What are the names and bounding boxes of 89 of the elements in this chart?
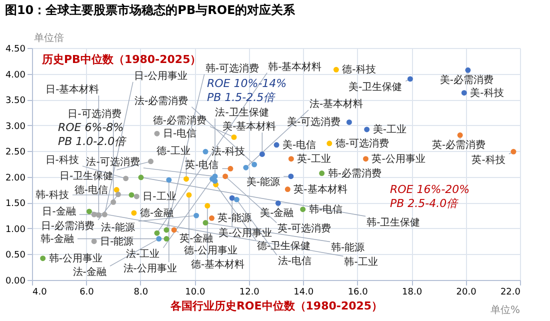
annotation: 英-公用事业 — [372, 152, 426, 165]
y-tick-label: 4.50 — [5, 44, 26, 54]
annotation: 韩-金融 — [40, 232, 74, 245]
y-tick-label: 2.50 — [5, 148, 26, 158]
annotation: ROE 10%-14% — [207, 77, 287, 90]
x-tick-label: 4.0 — [32, 288, 48, 298]
annotation: 美-基本材料 — [222, 120, 276, 132]
annotation: 韩-能源 — [331, 242, 365, 254]
annotation: 法-能源 — [101, 221, 135, 234]
annotation: 法-金融 — [72, 266, 106, 278]
annotation: 德-电信 — [74, 184, 108, 196]
y-tick-label: 3.50 — [5, 96, 26, 106]
annotation: 美-工业 — [372, 123, 406, 136]
annotation: 德-工业 — [156, 145, 190, 158]
y-tick-label: 0.00 — [5, 276, 26, 286]
annotation: 美-必需消费 — [440, 74, 494, 86]
annotation: 日-卫生保健 — [59, 170, 114, 182]
text: 单位% — [490, 304, 520, 316]
x-tick-label: 8.0 — [134, 288, 148, 298]
annotation: 德-基本材料 — [191, 258, 245, 271]
annotation: 日-公用事业 — [134, 70, 188, 82]
annotation: 英-必需消费 — [432, 139, 486, 152]
annotation: 日-科技 — [45, 154, 79, 166]
annotation: 德-公用事业 — [184, 244, 238, 256]
annotation: 韩-必需消费 — [328, 167, 382, 180]
x-tick-label: 10.0 — [185, 288, 206, 298]
y-tick-label: 2.00 — [5, 173, 26, 184]
annotation: 日-电信 — [162, 128, 197, 140]
annotation: 英-金融 — [180, 232, 214, 244]
annotation: 日-可选消费 — [68, 108, 122, 120]
y-tick-label: 0.50 — [5, 250, 26, 261]
annotation: 日-工业 — [142, 190, 176, 202]
annotation: 韩-可选消费 — [205, 62, 259, 74]
annotation: 美-金融 — [260, 207, 294, 220]
annotation: ROE 6%-8% — [58, 121, 124, 134]
x-tick-label: 14.0 — [294, 288, 314, 298]
annotation: 日-基本材料 — [46, 84, 100, 96]
annotation: 韩-工业 — [344, 256, 378, 268]
annotation: 法-卫生保健 — [215, 106, 269, 119]
annotation: 韩-基本材料 — [268, 60, 322, 73]
annotation: 韩-电信 — [308, 203, 342, 216]
annotation: 德-金融 — [140, 206, 174, 219]
annotation: 美-电信 — [282, 138, 316, 151]
annotation: 英-可选消费 — [278, 222, 332, 235]
annotation: 德-卫生保健 — [256, 240, 311, 252]
x-tick-label: 18.0 — [402, 288, 422, 298]
annotation: 德-必需消费 — [152, 114, 206, 127]
x-tick-label: 20.0 — [456, 288, 477, 298]
annotation: 德-科技 — [342, 64, 376, 76]
annotation: 美-卫生保健 — [348, 81, 402, 94]
x-tick-label: 22.0 — [500, 288, 521, 298]
annotation: 日-必需消费 — [40, 220, 95, 232]
annotation: 美-可选消费 — [287, 116, 341, 128]
y-tick-label: 4.00 — [5, 70, 26, 80]
y-tick-label: 3.00 — [5, 122, 26, 132]
y-axis-title: 历史PB中位数（1980-2025） — [41, 53, 202, 66]
annotation: PB 1.0-2.0倍 — [58, 135, 128, 148]
annotation: 美-科技 — [470, 86, 504, 99]
annotation: 法-必需消费 — [134, 94, 188, 107]
annotation: 法-科技 — [212, 146, 246, 158]
annotation: 韩-科技 — [35, 188, 69, 201]
x-tick-label: 6.0 — [80, 288, 94, 298]
annotation: 法-基本材料 — [310, 98, 364, 110]
annotation: 法-工业 — [126, 248, 160, 260]
annotation: 英-科技 — [472, 154, 506, 166]
x-tick-label: 12.0 — [239, 288, 260, 298]
annotation: PB 2.5-4.0倍 — [390, 197, 460, 210]
annotation: 德-可选消费 — [335, 137, 390, 150]
annotation: 韩-卫生保健 — [366, 216, 420, 228]
annotation: 韩-公用事业 — [48, 252, 102, 264]
annotation: 法-可选消费 — [86, 156, 140, 168]
annotation: 英-基本材料 — [294, 183, 348, 196]
annotation: 美-能源 — [246, 176, 280, 188]
y-tick-label: 1.50 — [5, 199, 26, 210]
annotation: 法-公用事业 — [123, 262, 177, 274]
text: 单位倍 — [34, 32, 64, 44]
annotation: 英-工业 — [297, 152, 331, 165]
chart-title: 图10：全球主要股票市场稳态的PB与ROE的对应关系 — [4, 3, 296, 17]
annotation: 日-能源 — [100, 235, 134, 248]
annotation: PB 1.5-2.5倍 — [207, 91, 277, 104]
annotation: 法-电信 — [278, 255, 312, 268]
annotation: 英-电信 — [185, 158, 219, 171]
annotation: 英-能源 — [218, 212, 252, 224]
y-tick-label: 1.00 — [5, 224, 26, 235]
x-tick-label: 16.0 — [348, 288, 368, 298]
annotation: 美-公用事业 — [218, 227, 272, 240]
x-axis-title: 各国行业历史ROE中位数（1980-2025） — [169, 300, 383, 312]
annotation: ROE 16%-20% — [390, 183, 470, 196]
annotation: 日-金融 — [42, 205, 76, 218]
